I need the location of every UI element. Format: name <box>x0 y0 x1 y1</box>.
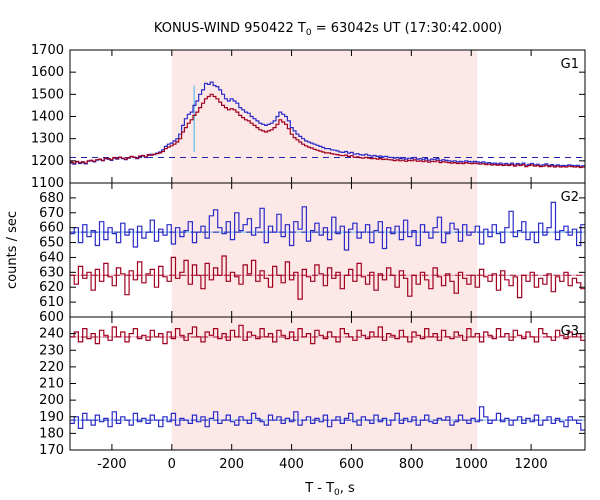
series-red <box>70 255 585 300</box>
y-tick-label: 640 <box>39 250 64 265</box>
y-tick-label: 660 <box>39 221 64 236</box>
x-tick-label: 1000 <box>455 457 488 472</box>
y-tick-label: 1100 <box>31 176 64 191</box>
series-red <box>70 93 585 169</box>
x-tick-label: 0 <box>168 457 176 472</box>
x-tick-label: 1200 <box>515 457 548 472</box>
y-tick-label: 180 <box>39 426 64 441</box>
x-tick-label: 200 <box>219 457 244 472</box>
y-tick-label: 1500 <box>31 87 64 102</box>
y-tick-label: 600 <box>39 310 64 325</box>
x-axis-title: T - T0, s <box>304 481 355 498</box>
y-tick-label: 1600 <box>31 65 64 80</box>
y-tick-label: 630 <box>39 265 64 280</box>
x-tick-label: 600 <box>339 457 364 472</box>
y-tick-label: 610 <box>39 295 64 310</box>
x-tick-label: 400 <box>279 457 304 472</box>
shaded-interval <box>171 50 478 183</box>
panel-label: G1 <box>561 57 579 72</box>
chart-title: KONUS-WIND 950422 T0 = 63042s UT (17:30:… <box>154 21 502 38</box>
panel-g1: 1100 1200 1300 1400 1500 1600 1700 G1 <box>31 43 586 191</box>
y-tick-label: 220 <box>39 360 64 375</box>
y-tick-label: 210 <box>39 377 64 392</box>
series-blue <box>70 406 585 431</box>
panel-label: G2 <box>561 190 579 205</box>
y-tick-label: 230 <box>39 343 64 358</box>
panels: 1100120013001400150016001700G16006106206… <box>31 43 586 472</box>
series-blue <box>70 201 585 251</box>
y-tick-label: 650 <box>39 236 64 251</box>
series-red <box>70 324 585 345</box>
y-axis-title: counts / sec <box>5 211 20 289</box>
y-tick-label: 1700 <box>31 43 64 58</box>
shaded-interval <box>171 183 478 317</box>
x-tick-label: 800 <box>399 457 424 472</box>
y-tick-label: 200 <box>39 393 64 408</box>
y-tick-label: 240 <box>39 327 64 342</box>
x-tick-label: -200 <box>97 457 127 472</box>
y-tick-label: 670 <box>39 206 64 221</box>
y-tick-label: 680 <box>39 191 64 206</box>
y-tick-label: 1400 <box>31 110 64 125</box>
y-tick-label: 1200 <box>31 154 64 169</box>
y-tick-label: 190 <box>39 410 64 425</box>
panel-label: G3 <box>561 324 579 339</box>
y-tick-label: 620 <box>39 280 64 295</box>
y-tick-label: 1300 <box>31 132 64 147</box>
y-tick-label: 170 <box>39 443 64 458</box>
